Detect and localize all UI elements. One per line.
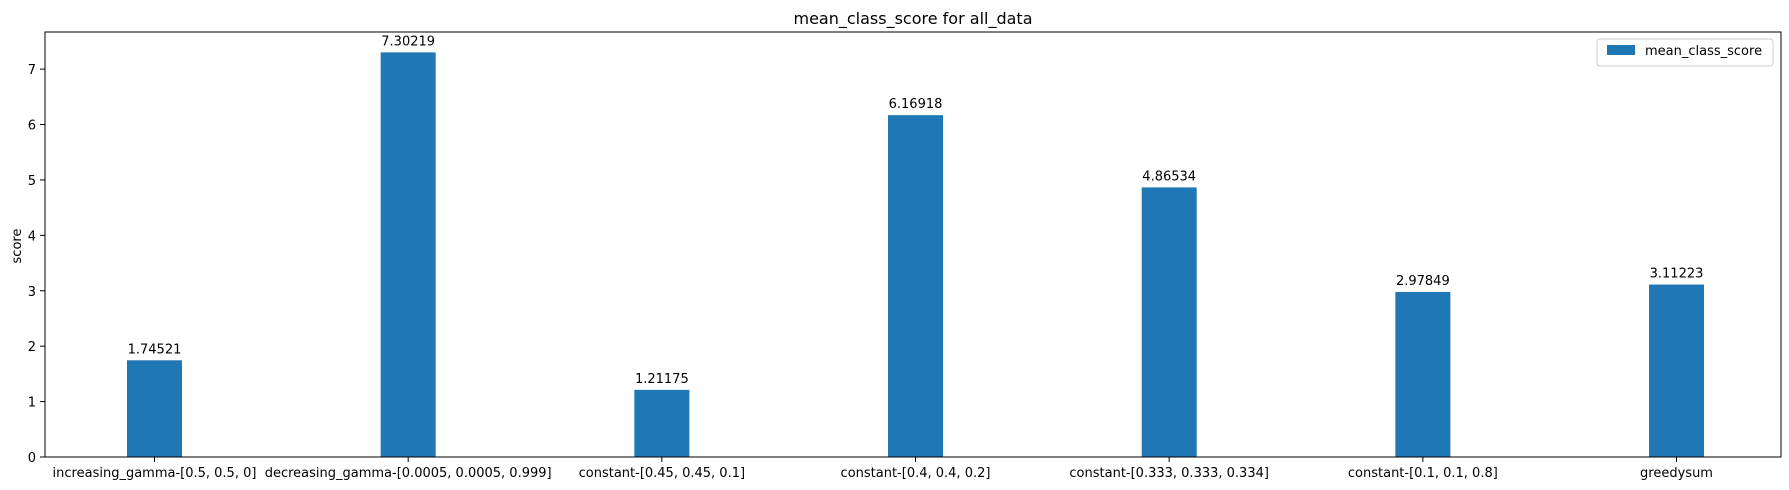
bar: [127, 360, 182, 457]
y-tick-label: 3: [28, 285, 36, 300]
chart-title: mean_class_score for all_data: [794, 9, 1033, 29]
y-tick-label: 4: [28, 229, 36, 244]
x-tick-label: constant-[0.1, 0.1, 0.8]: [1348, 466, 1498, 481]
bar-value-label: 4.86534: [1142, 169, 1196, 184]
y-tick-label: 7: [28, 63, 36, 78]
y-tick-label: 1: [28, 396, 36, 411]
legend: mean_class_score: [1596, 38, 1774, 67]
x-tick-label: increasing_gamma-[0.5, 0.5, 0]: [53, 466, 257, 481]
bar: [1395, 291, 1451, 457]
plot-area: 0 1 2 3 4 5 6 7 1.74521 increasing_gamma-[0.5, 0.…: [28, 34, 1713, 481]
bar: [1141, 187, 1197, 457]
y-axis-label: score: [10, 229, 25, 264]
y-tick-label: 5: [28, 174, 36, 189]
x-tick-label: constant-[0.45, 0.45, 0.1]: [579, 466, 745, 481]
legend-box: [1596, 38, 1774, 67]
bar-value-label: 1.74521: [128, 342, 182, 357]
bar: [1649, 284, 1705, 457]
legend-label: mean_class_score: [1645, 44, 1762, 59]
bar-value-label: 2.97849: [1396, 274, 1450, 289]
plot-frame: [44, 31, 1782, 458]
bar-value-label: 1.21175: [635, 372, 689, 387]
y-tick-label: 2: [28, 340, 36, 355]
x-tick-label: constant-[0.4, 0.4, 0.2]: [841, 466, 991, 481]
bar: [634, 389, 690, 457]
y-tick-label: 0: [28, 451, 36, 466]
legend-swatch: [1607, 45, 1635, 55]
bar-value-label: 7.30219: [381, 34, 435, 49]
bar: [380, 52, 436, 457]
x-tick-label: constant-[0.333, 0.333, 0.334]: [1069, 466, 1269, 481]
y-tick-label: 6: [28, 119, 36, 134]
bar: [888, 115, 944, 458]
bar-value-label: 3.11223: [1650, 267, 1704, 282]
bar-value-label: 6.16918: [889, 97, 943, 112]
x-tick-label: greedysum: [1640, 466, 1713, 481]
x-tick-label: decreasing_gamma-[0.0005, 0.0005, 0.999]: [265, 466, 552, 481]
